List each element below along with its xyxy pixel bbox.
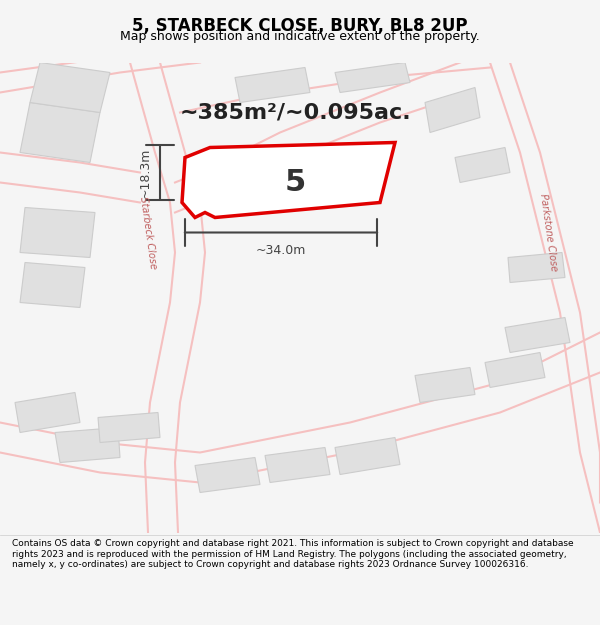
Text: 5, STARBECK CLOSE, BURY, BL8 2UP: 5, STARBECK CLOSE, BURY, BL8 2UP bbox=[132, 17, 468, 35]
Text: Contains OS data © Crown copyright and database right 2021. This information is : Contains OS data © Crown copyright and d… bbox=[12, 539, 574, 569]
Polygon shape bbox=[98, 412, 160, 442]
Polygon shape bbox=[20, 208, 95, 258]
Text: ~18.3m: ~18.3m bbox=[139, 148, 152, 198]
Text: Map shows position and indicative extent of the property.: Map shows position and indicative extent… bbox=[120, 30, 480, 43]
Text: ~34.0m: ~34.0m bbox=[256, 244, 306, 258]
Polygon shape bbox=[182, 142, 395, 218]
Text: ~385m²/~0.095ac.: ~385m²/~0.095ac. bbox=[179, 102, 411, 122]
Polygon shape bbox=[265, 448, 330, 482]
Polygon shape bbox=[55, 428, 120, 462]
Polygon shape bbox=[20, 262, 85, 308]
Polygon shape bbox=[415, 368, 475, 402]
Polygon shape bbox=[335, 62, 410, 92]
Polygon shape bbox=[20, 102, 100, 162]
Text: 5: 5 bbox=[284, 168, 305, 197]
Polygon shape bbox=[30, 62, 110, 112]
Text: Starbeck Close: Starbeck Close bbox=[138, 196, 158, 269]
Polygon shape bbox=[195, 458, 260, 492]
Polygon shape bbox=[505, 318, 570, 352]
Polygon shape bbox=[508, 253, 565, 282]
Polygon shape bbox=[235, 68, 310, 102]
Polygon shape bbox=[425, 88, 480, 132]
Polygon shape bbox=[485, 352, 545, 388]
Polygon shape bbox=[455, 148, 510, 182]
Polygon shape bbox=[15, 392, 80, 432]
Polygon shape bbox=[335, 438, 400, 474]
Text: Parkstone Close: Parkstone Close bbox=[538, 193, 559, 272]
